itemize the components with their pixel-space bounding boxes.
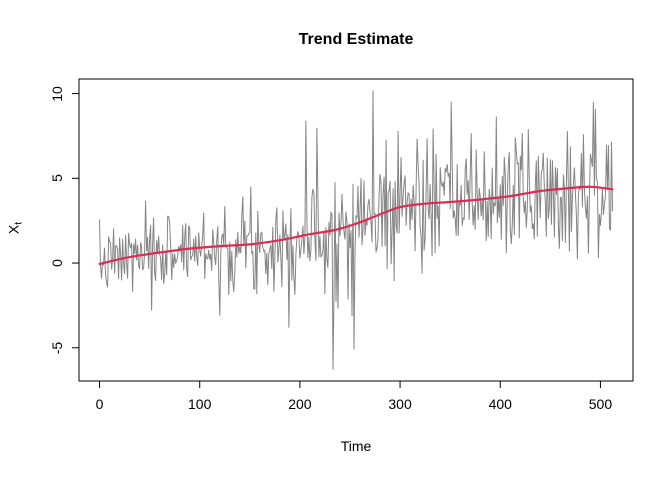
x-tick-label: 0 [95,396,104,412]
observed-series-line [99,90,613,370]
y-tick-label: -5 [49,341,65,355]
x-tick-label: 400 [488,396,512,412]
y-tick-label: 10 [49,85,65,102]
y-axis-label: Xt [6,222,25,234]
y-axis-label-subscript: t [13,221,25,225]
y-axis-label-base: X [5,224,22,235]
plot-box [78,78,634,382]
y-tick-label: 0 [49,259,65,267]
trend-line [98,185,614,265]
chart-title: Trend Estimate [298,31,414,48]
y-tick-label: 5 [49,174,65,183]
x-axis-label: Time [340,438,372,454]
x-tick-label: 200 [288,396,312,412]
x-tick-label: 300 [388,396,412,412]
x-tick-label: 100 [188,396,212,412]
x-tick-label: 500 [588,396,613,412]
